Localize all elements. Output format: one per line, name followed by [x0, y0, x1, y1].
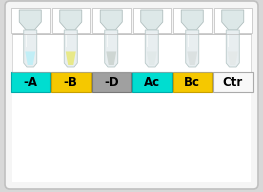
Bar — [12, 34, 251, 72]
Polygon shape — [141, 10, 163, 30]
Bar — [12, 89, 251, 182]
Polygon shape — [147, 51, 157, 65]
Polygon shape — [25, 51, 35, 65]
Text: Bc: Bc — [184, 75, 200, 89]
Bar — [11, 72, 50, 92]
Polygon shape — [222, 10, 244, 30]
FancyBboxPatch shape — [5, 1, 258, 189]
Polygon shape — [106, 51, 116, 65]
Bar — [173, 72, 212, 92]
Polygon shape — [64, 30, 77, 67]
Text: -D: -D — [104, 75, 119, 89]
Bar — [213, 72, 252, 92]
Polygon shape — [60, 10, 82, 30]
Text: -B: -B — [64, 75, 78, 89]
Bar — [92, 8, 130, 33]
Bar — [92, 72, 131, 92]
Bar — [52, 8, 90, 33]
Polygon shape — [228, 51, 238, 65]
Bar — [132, 72, 171, 92]
Polygon shape — [187, 51, 197, 65]
Bar — [133, 8, 171, 33]
Text: Ac: Ac — [144, 75, 160, 89]
Polygon shape — [226, 30, 239, 67]
Text: -A: -A — [23, 75, 37, 89]
Polygon shape — [66, 51, 76, 65]
Polygon shape — [19, 10, 41, 30]
Polygon shape — [24, 30, 37, 67]
Bar — [11, 8, 49, 33]
Bar — [51, 72, 90, 92]
Polygon shape — [145, 30, 158, 67]
Text: Ctr: Ctr — [222, 75, 243, 89]
Polygon shape — [100, 10, 122, 30]
Polygon shape — [181, 10, 203, 30]
Bar — [214, 8, 252, 33]
Polygon shape — [105, 30, 118, 67]
Bar — [173, 8, 211, 33]
Polygon shape — [186, 30, 199, 67]
